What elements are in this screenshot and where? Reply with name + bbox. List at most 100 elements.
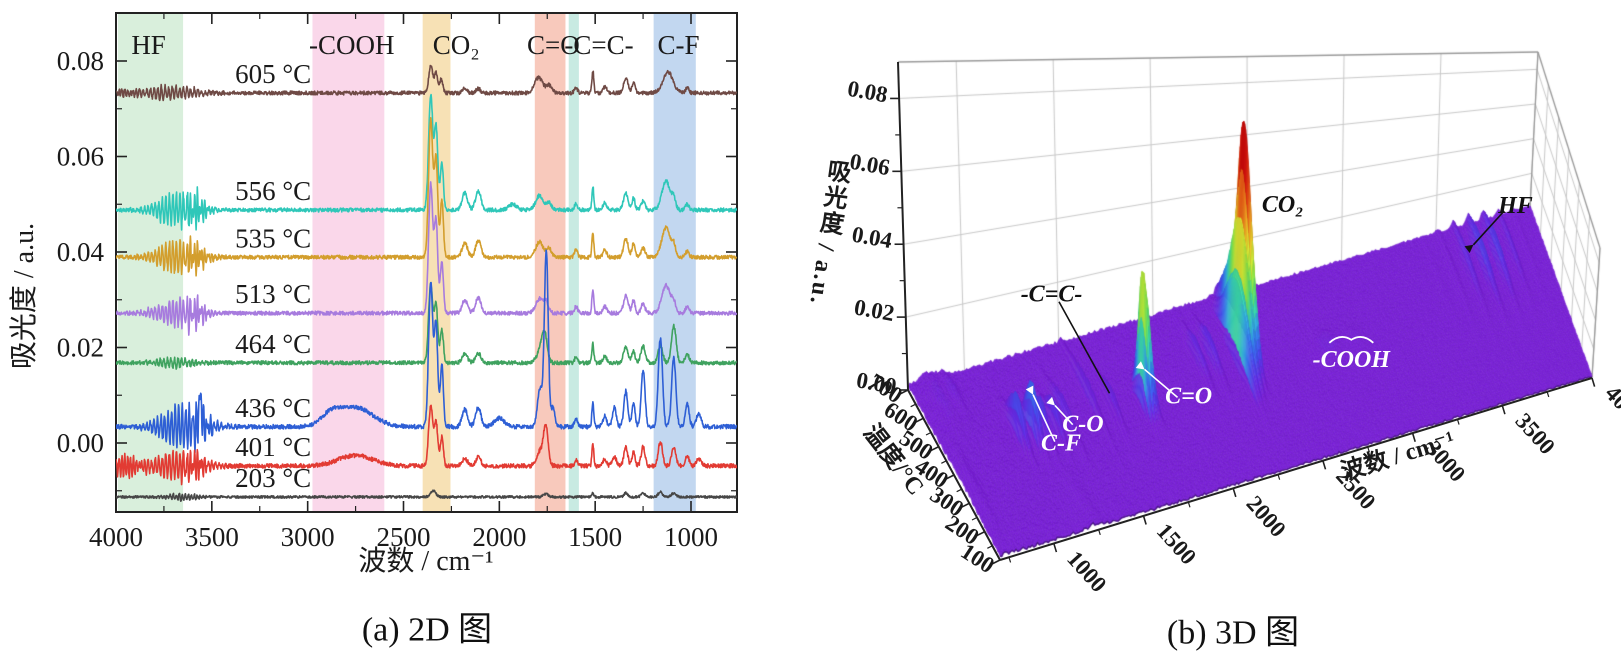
- wn-tick-label: 1000: [1062, 546, 1111, 597]
- arrowhead: [1464, 244, 1474, 253]
- curve-436c: [116, 249, 737, 454]
- temp-label-203: 203 °C: [235, 463, 311, 493]
- plot-frame: [115, 12, 738, 513]
- annotation-line-C-O: [1054, 404, 1074, 426]
- annotation-CO₂: CO₂: [1262, 192, 1304, 218]
- band-label-C-F: C-F: [658, 30, 700, 60]
- annotation-line-HF: [1472, 210, 1505, 246]
- arrowhead: [1046, 396, 1055, 406]
- x-tick-label: 3000: [281, 522, 335, 552]
- wn-major-tick: [1322, 460, 1327, 470]
- wn-minor-tick: [1367, 446, 1370, 453]
- band-label-C=O: C=O: [527, 30, 580, 60]
- panel-2d: 4000 3500 3000 2500 2000 1500 1000 0.00 0.02 0.04…: [0, 0, 780, 666]
- panel-3d: 0.00 0.02 0.04 0.06 0.08 100 200 300 400 500 600 70…: [780, 0, 1621, 666]
- t-minor-tick: [941, 460, 947, 464]
- curve-203c: [116, 489, 737, 502]
- t-major-tick: [991, 559, 1001, 565]
- t-minor-tick: [918, 417, 924, 422]
- band-label--COOH: -COOH: [309, 30, 395, 60]
- ftir-3d-surface: [780, 0, 1621, 666]
- wn-major-tick: [1591, 377, 1596, 387]
- t-minor-tick: [933, 446, 939, 450]
- band--COOH: [312, 13, 385, 512]
- annotation-C-F: C-F: [1041, 431, 1081, 457]
- wn-major-tick: [1411, 432, 1416, 442]
- y-tick-label: 0.04: [57, 237, 105, 267]
- band-C-F: [653, 13, 696, 512]
- y-axis-title-2d: 吸光度 / a.u.: [9, 222, 40, 370]
- annotation-HF: HF: [1497, 193, 1533, 219]
- arrowhead: [1135, 361, 1145, 370]
- x-tick-label: 3500: [185, 522, 239, 552]
- temp-label-556: 556 °C: [235, 176, 311, 206]
- temp-label-605: 605 °C: [235, 59, 311, 89]
- z-tick-label: 0.02: [852, 294, 896, 326]
- curve-556c: [116, 93, 737, 231]
- x-tick-label: 4000: [89, 522, 143, 552]
- temp-label-464: 464 °C: [235, 329, 311, 359]
- temp-label-513: 513 °C: [235, 279, 311, 309]
- curve-401c: [116, 404, 737, 486]
- wn-tick-label: 3500: [1511, 408, 1560, 459]
- y-tick-label: 0.08: [57, 46, 104, 76]
- annotation--C=C-: -C=C-: [1021, 281, 1083, 307]
- curve-605c: [116, 64, 737, 102]
- ftir-3d-overlay: 0.000.020.040.060.0810020030040050060070…: [846, 61, 1621, 597]
- t-minor-tick: [910, 403, 916, 408]
- brace--COOH: [1328, 336, 1374, 344]
- annotation-C=O: C=O: [1165, 383, 1212, 409]
- wn-major-tick: [1142, 515, 1147, 525]
- y-tick-label: 0.00: [57, 428, 104, 458]
- x-tick-label: 2000: [472, 522, 526, 552]
- annotation-C-O: C-O: [1062, 411, 1103, 437]
- temp-label-436: 436 °C: [235, 393, 311, 423]
- ftir-2d-plot: 4000 3500 3000 2500 2000 1500 1000 0.00 0.02 0.04…: [57, 12, 738, 552]
- temp-label-401: 401 °C: [235, 432, 311, 462]
- wn-minor-tick: [1098, 529, 1101, 536]
- z-tick-label: 0.08: [846, 76, 890, 108]
- t-minor-tick: [987, 545, 993, 549]
- wn-major-tick: [1232, 488, 1237, 498]
- annotation-line-C-F: [1032, 394, 1056, 442]
- wn-tick-label: 1500: [1152, 518, 1201, 569]
- annotation-line--C=C-: [1058, 301, 1111, 394]
- y-tick-label: 0.06: [57, 142, 104, 172]
- annotation--COOH: -COOH: [1313, 347, 1392, 373]
- wn-minor-tick: [1277, 474, 1281, 480]
- band--C=C-: [568, 13, 579, 512]
- arrowhead: [1025, 385, 1034, 395]
- band-label--C=C-: -C=C-: [564, 30, 633, 60]
- band-C=O: [534, 13, 566, 512]
- wn-major-tick: [1501, 405, 1506, 415]
- x-tick-label: 1000: [664, 522, 718, 552]
- x-tick-label: 2500: [377, 522, 431, 552]
- wn-minor-tick: [1008, 557, 1012, 563]
- t-minor-tick: [979, 531, 985, 535]
- band-label-HF: HF: [131, 30, 166, 60]
- t-major-tick: [899, 389, 909, 395]
- wn-minor-tick: [1187, 501, 1191, 508]
- caption-2d: (a) 2D 图: [361, 611, 493, 649]
- wn-axis: [999, 377, 1593, 561]
- z-tick-label: 0.04: [850, 222, 894, 254]
- wn-tick-label: 4000: [1600, 381, 1621, 432]
- t-minor-tick: [971, 516, 978, 521]
- t-minor-tick: [956, 488, 962, 493]
- annotation-line-C=O: [1144, 368, 1179, 398]
- t-minor-tick: [964, 502, 970, 507]
- y-tick-label: 0.02: [57, 333, 104, 363]
- wn-tick-label: 2000: [1241, 491, 1290, 542]
- wn-minor-tick: [1456, 419, 1460, 425]
- t-minor-tick: [925, 431, 932, 436]
- curve-513c: [116, 181, 737, 336]
- caption-3d: (b) 3D 图: [1166, 614, 1300, 652]
- x-axis-title-2d: 波数 / cm⁻¹: [358, 546, 494, 577]
- temp-label-535: 535 °C: [235, 223, 311, 253]
- z-axis: [897, 61, 909, 391]
- t-minor-tick: [948, 474, 955, 479]
- band-label-CO₂: CO₂: [433, 30, 480, 60]
- curve-535c: [116, 117, 737, 277]
- wn-minor-tick: [1546, 391, 1550, 398]
